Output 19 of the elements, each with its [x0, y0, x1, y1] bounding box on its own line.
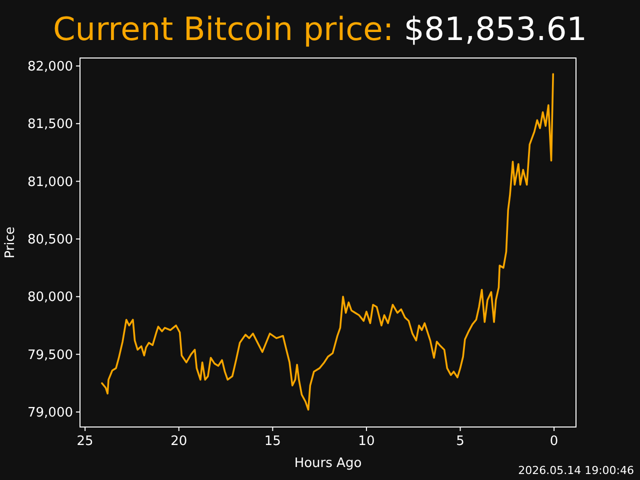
chart-subtitle: $81,853.61: [394, 10, 588, 48]
y-tick-label: 81,000: [28, 174, 73, 190]
text: 2026.05.14 19:00:46: [518, 464, 634, 477]
y-tick-label: 82,000: [28, 59, 73, 74]
x-tick-label: 20: [170, 434, 188, 449]
x-tick-label: 0: [550, 434, 558, 449]
y-tick-label: 79,500: [28, 348, 73, 363]
x-tick-label: 10: [358, 434, 375, 449]
x-tick-label: 15: [264, 434, 281, 449]
x-axis-title: Hours Ago: [294, 456, 362, 471]
y-tick-label: 80,000: [28, 290, 73, 306]
y-axis-title: Price: [3, 226, 18, 258]
line-series: [101, 73, 554, 411]
y-tick-label: 79,000: [28, 406, 73, 421]
x-tick-label: 5: [456, 434, 464, 449]
y-tick-label: 81,500: [28, 117, 73, 132]
y-tick-label: 80,500: [28, 232, 73, 248]
chart-title: Current Bitcoin price:: [52, 10, 394, 48]
x-tick-label: 25: [76, 434, 94, 449]
